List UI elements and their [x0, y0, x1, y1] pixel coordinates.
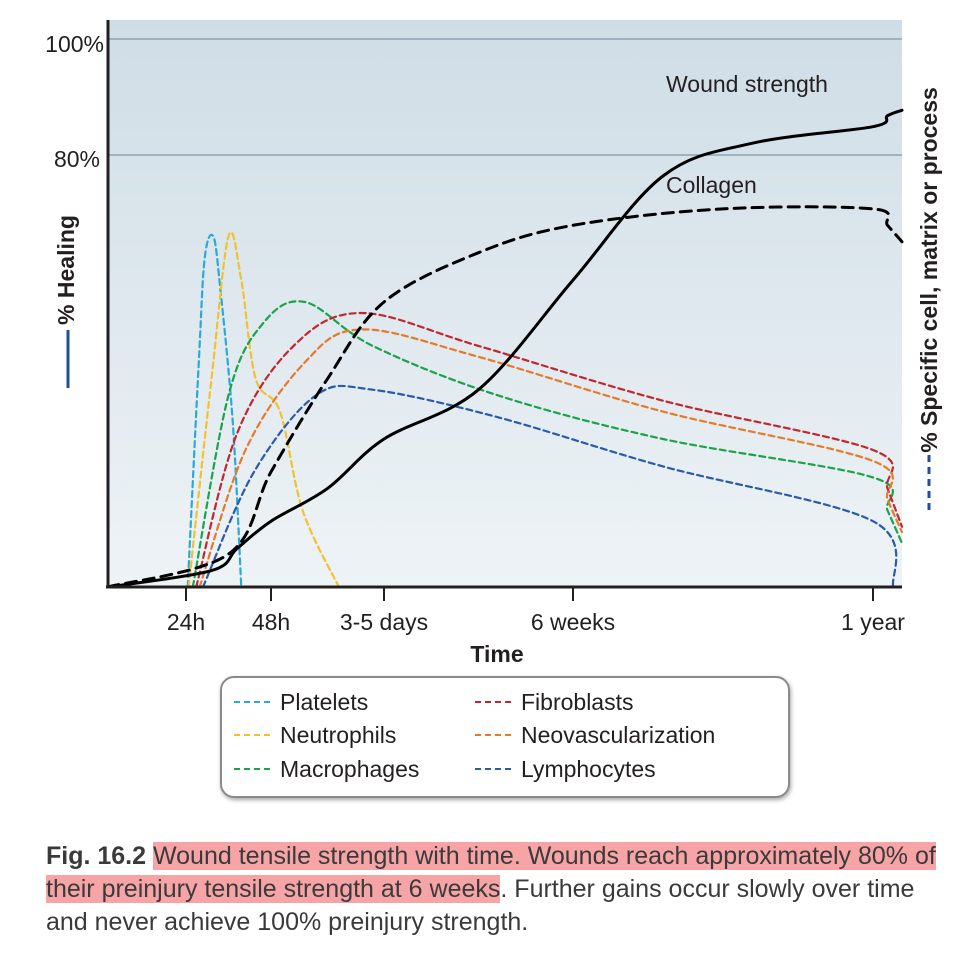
y-tick-label-100: 100%	[45, 31, 104, 57]
x-axis-title: Time	[470, 641, 523, 667]
collagen-label: Collagen	[666, 172, 757, 198]
x-tick-label-24h: 24h	[167, 609, 205, 635]
x-tick-label-48h: 48h	[252, 609, 290, 635]
legend-label-neutrophils: Neutrophils	[280, 722, 397, 748]
legend-item-neovascularization: Neovascularization	[475, 720, 715, 750]
legend-swatch-platelets	[234, 701, 270, 703]
wound-healing-chart: 100% 80% 24h 48h 3-5 days 6 weeks 1 year…	[45, 20, 942, 667]
legend-item-fibroblasts: Fibroblasts	[475, 687, 633, 717]
legend-swatch-macrophages	[234, 768, 270, 770]
figure-number: Fig. 16.2	[46, 842, 147, 870]
tick-layer	[185, 587, 874, 601]
legend-swatch-neutrophils	[234, 734, 270, 736]
legend-label-macrophages: Macrophages	[280, 756, 420, 782]
series-line-neovascularization	[198, 328, 904, 589]
series-line-lymphocytes	[201, 384, 898, 589]
caption-rest-text: . Further gains occur slowly over time a…	[46, 875, 915, 936]
legend-label-lymphocytes: Lymphocytes	[521, 756, 656, 782]
series-line-platelets	[186, 233, 243, 589]
legend-label-neovascularization: Neovascularization	[521, 722, 716, 748]
legend-swatch-fibroblasts	[475, 701, 511, 703]
series-line-collagen	[106, 205, 904, 589]
series-line-wound-strength	[106, 108, 904, 589]
legend: Platelets Neutrophils Macrophages Fibrob…	[220, 676, 790, 798]
legend-item-macrophages: Macrophages	[234, 754, 419, 784]
series-line-neutrophils	[187, 231, 340, 589]
x-tick-label-1-year: 1 year	[841, 609, 905, 635]
series-line-fibroblasts	[195, 311, 904, 589]
legend-item-neutrophils: Neutrophils	[234, 720, 396, 750]
legend-swatch-neovascularization	[475, 734, 511, 736]
y-axis-title-left: % Healing	[53, 215, 79, 325]
legend-label-fibroblasts: Fibroblasts	[521, 689, 634, 715]
x-tick-label-6-weeks: 6 weeks	[531, 609, 615, 635]
legend-swatch-lymphocytes	[475, 768, 511, 770]
y-axis-title-right: % Specific cell, matrix or process	[916, 87, 942, 453]
legend-label-platelets: Platelets	[280, 689, 369, 715]
legend-item-lymphocytes: Lymphocytes	[475, 754, 656, 784]
wound-strength-label: Wound strength	[666, 71, 828, 97]
series-layer	[106, 108, 904, 589]
series-line-macrophages	[191, 300, 904, 589]
caption-spacer	[146, 842, 153, 870]
y-tick-label-80: 80%	[54, 146, 100, 172]
x-tick-label-3-5-days: 3-5 days	[340, 609, 428, 635]
figure-caption: Fig. 16.2 Wound tensile strength with ti…	[46, 840, 946, 939]
legend-item-platelets: Platelets	[234, 687, 368, 717]
